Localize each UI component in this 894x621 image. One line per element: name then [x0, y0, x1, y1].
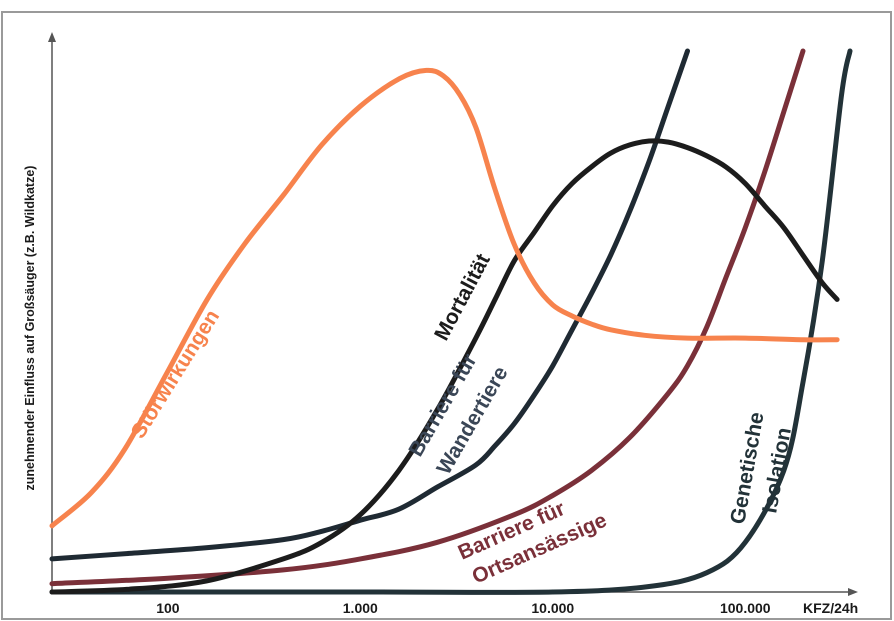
x-tick-label-1: 100	[156, 600, 180, 616]
series-line-2	[49, 138, 840, 595]
series-line-5	[49, 48, 853, 595]
x-tick-label-2: 1.000	[343, 600, 378, 616]
y-axis-arrow	[48, 32, 56, 42]
y-axis-label: zunehmender Einfluss auf Großsäuger (z.B…	[23, 166, 37, 491]
series-line-4	[49, 48, 806, 587]
series-line-3	[49, 48, 690, 562]
annotation-mortalitaet: Mortalität	[430, 250, 495, 344]
annotation-stoerwirkungen: Störwirkungen	[127, 306, 224, 443]
x-tick-label-3: 10.000	[531, 600, 574, 616]
series-layer	[49, 48, 853, 595]
x-axis-arrow	[848, 588, 858, 596]
series-line-1	[49, 67, 840, 529]
x-tick-labels: 100 1.000 10.000 100.000	[156, 600, 771, 616]
x-axis-label: KFZ/24h	[803, 600, 858, 616]
x-tick-label-4: 100.000	[720, 600, 771, 616]
chart-frame	[1, 11, 892, 620]
